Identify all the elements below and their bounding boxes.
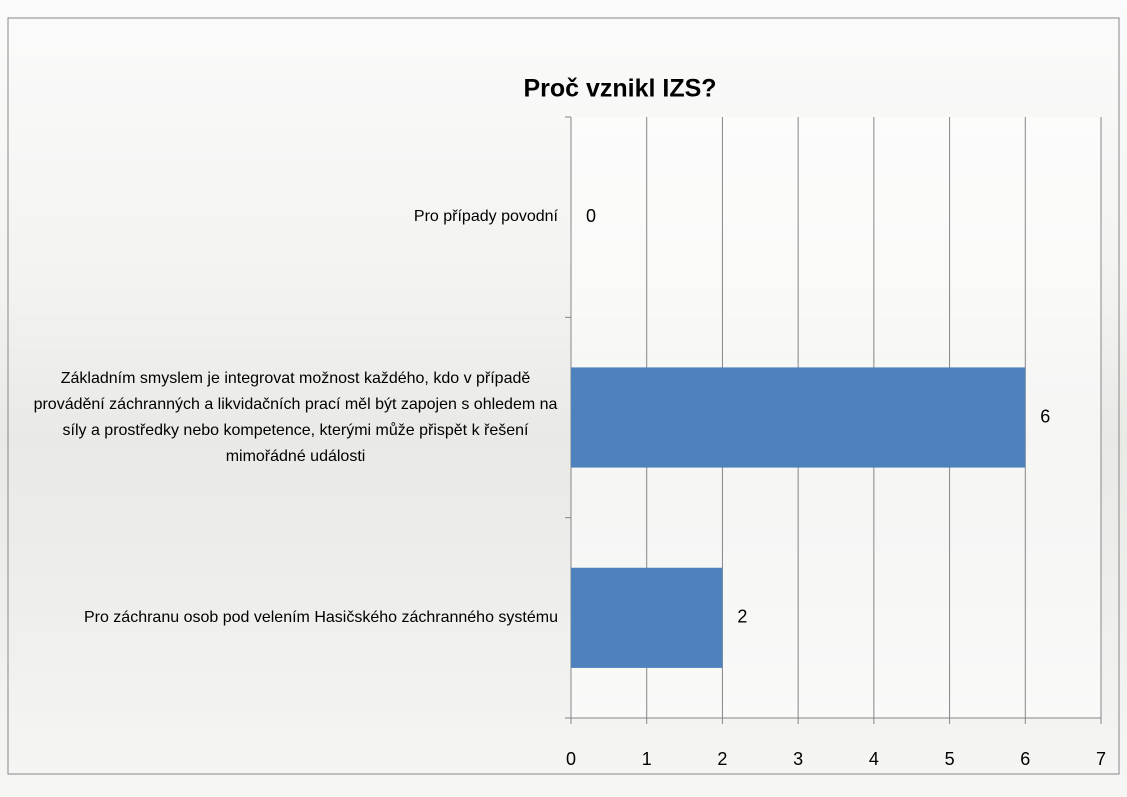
x-tick-label: 0 bbox=[566, 749, 576, 769]
chart-title: Proč vznikl IZS? bbox=[523, 75, 716, 103]
x-tick-label: 1 bbox=[642, 749, 652, 769]
bar bbox=[571, 567, 723, 668]
y-tick-label: Základním smyslem je integrovat možnost … bbox=[33, 369, 558, 465]
bar bbox=[571, 367, 1026, 468]
category-label-box: Základním smyslem je integrovat možnost … bbox=[33, 318, 558, 518]
x-tick-label: 6 bbox=[1020, 749, 1030, 769]
x-tick-label: 2 bbox=[717, 749, 727, 769]
y-tick-label: Pro záchranu osob pod velením Hasičského… bbox=[83, 608, 558, 626]
x-tick-label: 4 bbox=[869, 749, 879, 769]
value-label: 2 bbox=[737, 607, 747, 627]
value-label: 6 bbox=[1040, 406, 1050, 426]
category-label-box: Pro případy povodní bbox=[33, 117, 558, 317]
chart-frame bbox=[7, 17, 1120, 775]
value-label: 0 bbox=[586, 206, 596, 226]
x-tick-label: 3 bbox=[793, 749, 803, 769]
y-tick-label: Pro případy povodní bbox=[413, 208, 558, 226]
category-label-box: Pro záchranu osob pod velením Hasičského… bbox=[33, 518, 558, 718]
x-tick-label: 7 bbox=[1096, 749, 1106, 769]
x-tick-label: 5 bbox=[945, 749, 955, 769]
